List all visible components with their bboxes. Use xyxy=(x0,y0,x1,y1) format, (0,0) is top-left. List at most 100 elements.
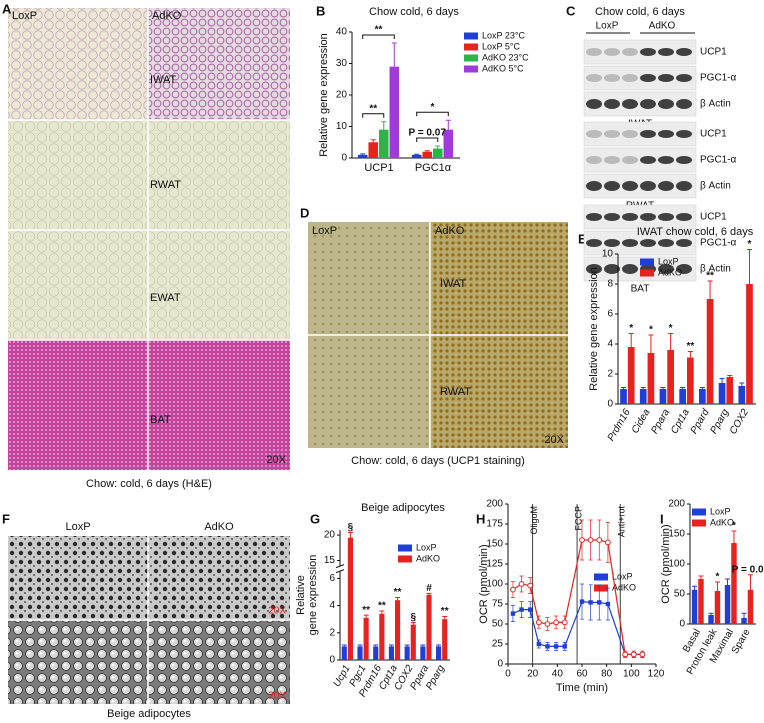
legend-swatch xyxy=(464,54,478,62)
error-bar xyxy=(370,139,376,143)
marker xyxy=(510,586,516,593)
marker xyxy=(518,581,525,587)
legend-swatch xyxy=(594,584,608,592)
error-bar xyxy=(424,150,430,152)
y-tick-label: 6 xyxy=(329,573,335,584)
annotation: * xyxy=(431,102,435,113)
error-bar xyxy=(640,387,646,389)
bar xyxy=(627,347,635,404)
marker xyxy=(544,621,551,627)
blot-band xyxy=(622,130,638,138)
bar xyxy=(420,646,426,660)
blot-band xyxy=(658,130,674,138)
blot-band xyxy=(586,213,602,221)
panel-d-images xyxy=(308,222,568,448)
error-bar xyxy=(347,532,353,538)
row-label: RWAT xyxy=(150,179,181,191)
bar xyxy=(714,591,721,624)
micrograph xyxy=(430,222,568,335)
annotation: ** xyxy=(441,606,449,617)
error-bar xyxy=(707,280,713,299)
blot-band xyxy=(658,48,674,56)
axis-break xyxy=(335,564,345,574)
x-tick-label: 40 xyxy=(552,669,564,680)
error-bar xyxy=(668,333,674,350)
bar xyxy=(404,646,410,660)
blot-band xyxy=(586,130,602,138)
y-tick-label: 10 xyxy=(336,121,348,132)
legend-label: AdKO xyxy=(658,267,682,277)
legend-label: AdKO xyxy=(416,553,440,563)
legend-label: AdKO xyxy=(710,517,734,527)
bar xyxy=(746,284,753,404)
band-label: UCP1 xyxy=(700,47,727,58)
legend-label: AdKO 5°C xyxy=(482,63,524,73)
x-tick-label: 120 xyxy=(648,669,665,680)
error-bar xyxy=(445,119,451,130)
y-axis-label: Relative xyxy=(295,575,307,615)
legend-swatch xyxy=(692,508,706,516)
annotation: P = 0.07 xyxy=(409,128,447,139)
bar xyxy=(691,589,698,624)
bar xyxy=(426,594,432,660)
error-bar xyxy=(719,378,725,383)
marker xyxy=(579,599,585,604)
y-tick-label: 50 xyxy=(674,589,686,600)
marker xyxy=(553,619,559,626)
bar xyxy=(379,129,389,158)
y-tick-label: 175 xyxy=(486,519,503,530)
blot-band xyxy=(586,48,602,56)
magnification: 20X xyxy=(266,454,286,466)
y-tick-label: 10 xyxy=(602,249,614,260)
error-bar xyxy=(621,387,627,389)
error-bar xyxy=(395,596,401,601)
x-tick-label: Prdm16 xyxy=(606,407,633,443)
x-tick-label: 20 xyxy=(527,669,539,680)
marker xyxy=(528,607,533,612)
error-bar xyxy=(373,644,379,647)
blot-band xyxy=(640,181,656,191)
caption: Beige adipocytes xyxy=(107,708,191,720)
annotation: § xyxy=(348,522,354,533)
marker xyxy=(596,537,603,543)
blot-band xyxy=(622,156,638,164)
error-bar xyxy=(746,249,752,284)
caption: Chow: cold, 6 days (H&E) xyxy=(86,478,212,490)
panel-label: C xyxy=(566,3,576,18)
y-tick-label: 50 xyxy=(492,619,504,630)
bar xyxy=(699,389,706,404)
legend-label: LoxP xyxy=(612,571,633,581)
micrograph xyxy=(8,8,148,120)
y-tick-label: 0 xyxy=(341,153,347,164)
blot-band xyxy=(622,74,638,82)
series-line xyxy=(512,539,643,655)
blot-band xyxy=(622,264,638,274)
legend-swatch xyxy=(398,544,412,552)
significance-bracket xyxy=(416,137,439,143)
y-tick-label: 20 xyxy=(324,530,336,541)
y-tick-label: 100 xyxy=(668,559,685,570)
y-tick-label: 20 xyxy=(336,90,348,101)
error-bar xyxy=(410,622,416,625)
micrograph xyxy=(8,120,290,230)
error-bar xyxy=(648,334,654,353)
group-label: AdKO xyxy=(649,21,676,32)
y-tick-label: 4 xyxy=(607,339,613,350)
y-tick-label: 8 xyxy=(607,279,613,290)
blot-band xyxy=(658,181,674,191)
magnification: 20X xyxy=(268,606,286,617)
x-tick-label: Cpt1a xyxy=(669,407,692,436)
error-bar xyxy=(680,387,686,389)
bar xyxy=(389,66,400,158)
panel-label: A xyxy=(2,1,12,16)
legend-label: LoxP 23°C xyxy=(482,30,525,40)
column-label: AdKO xyxy=(435,225,465,237)
annotation: P = 0.07 xyxy=(732,564,764,575)
blot-band xyxy=(622,213,638,221)
blot-band xyxy=(586,99,602,109)
bar xyxy=(341,646,347,660)
legend-label: LoxP xyxy=(416,542,437,552)
y-tick-label: 75 xyxy=(492,599,504,610)
row-label: EWAT xyxy=(150,292,181,304)
y-tick-label: 100 xyxy=(486,579,503,590)
